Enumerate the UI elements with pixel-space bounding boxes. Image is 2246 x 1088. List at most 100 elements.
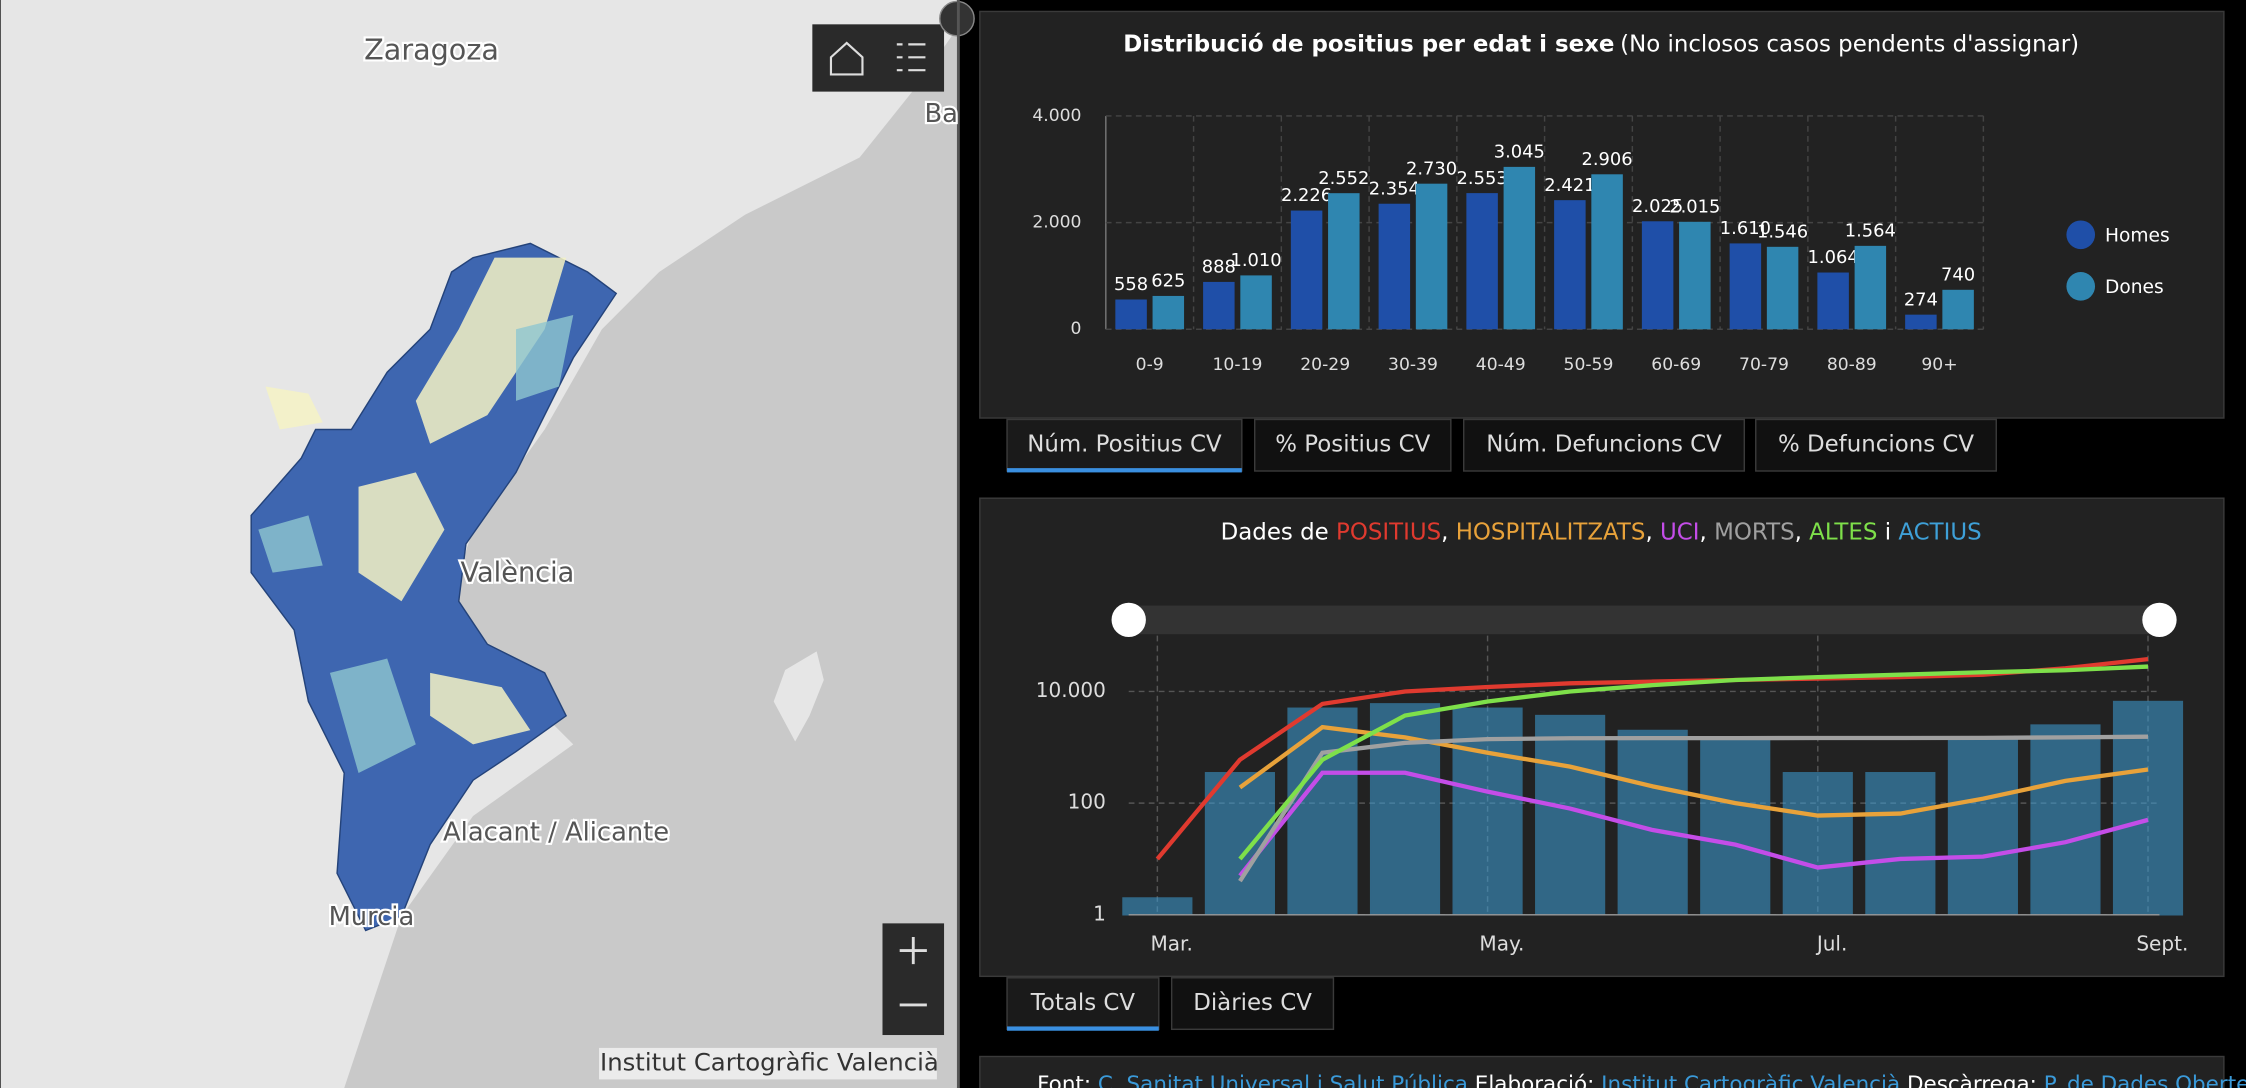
bar — [1641, 221, 1674, 330]
title-series: ALTES — [1809, 519, 1877, 545]
series-line — [1238, 770, 2149, 878]
data-label: 1.546 — [1757, 222, 1808, 243]
series-line — [1238, 734, 2149, 883]
bar — [1240, 275, 1272, 330]
footer-panel — [979, 1055, 2225, 1088]
slider-handle[interactable] — [2142, 602, 2177, 638]
tab[interactable] — [1170, 977, 1335, 1031]
bar — [1679, 221, 1711, 330]
map-label: Murcia — [329, 902, 415, 932]
zoom-in[interactable] — [899, 936, 927, 965]
y-tick-label: 4.000 — [1032, 106, 1081, 126]
data-label: 2.226 — [1281, 185, 1332, 206]
map-label: València — [461, 558, 575, 589]
title-series: MORTS — [1714, 519, 1795, 545]
footer-link[interactable]: P. de Dades Obertes — [2044, 1072, 2246, 1088]
title-part: , — [1700, 519, 1715, 545]
tab-label[interactable]: Diàries CV — [1193, 990, 1312, 1016]
footer-text: Elaboració: — [1468, 1072, 1601, 1088]
y-tick-label: 0 — [1071, 319, 1082, 339]
bar — [1729, 243, 1762, 330]
bar — [1466, 193, 1498, 330]
footer-text: Descàrrega: — [1900, 1072, 2044, 1088]
tab-active-indicator — [1007, 468, 1242, 473]
map-panel: Institut Cartogràfic Valencià — [0, 0, 975, 1088]
bar — [1415, 183, 1448, 330]
tab[interactable] — [1006, 418, 1243, 472]
data-label: 3.045 — [1494, 142, 1545, 163]
data-label: 558 — [1114, 274, 1148, 295]
data-label: 1.064 — [1808, 247, 1859, 268]
tab[interactable] — [1755, 418, 1997, 472]
bar — [1782, 772, 1853, 916]
title-part: , — [1645, 519, 1660, 545]
map-sea — [344, 28, 957, 1088]
slider-handle[interactable] — [1111, 602, 1146, 638]
data-label: 888 — [1202, 257, 1236, 278]
data-label: 2.906 — [1581, 149, 1632, 170]
footer-text: Font: — [1037, 1072, 1098, 1088]
bar — [1854, 245, 1887, 330]
tab-label[interactable]: Núm. Positius CV — [1027, 432, 1222, 458]
data-label: 2.354 — [1369, 178, 1420, 199]
x-tick-label: 70-79 — [1739, 355, 1789, 375]
tab-label[interactable]: Totals CV — [1030, 990, 1136, 1016]
tab[interactable] — [1253, 418, 1452, 472]
series-line — [1155, 656, 2149, 861]
home-button[interactable] — [829, 41, 864, 76]
data-label: 740 — [1941, 264, 1975, 285]
data-label: 2.553 — [1457, 168, 1508, 189]
x-tick-label: Sept. — [2136, 931, 2188, 955]
footer-link[interactable]: C. Sanitat Universal i Salut Pública — [1098, 1072, 1468, 1088]
y-tick-label: 1 — [1093, 901, 1106, 925]
x-tick-label: 40-49 — [1476, 355, 1526, 375]
tab-label[interactable]: % Defuncions CV — [1778, 432, 1974, 458]
legend-label: Homes — [2105, 226, 2170, 247]
x-tick-label: 30-39 — [1388, 355, 1438, 375]
series-line — [1238, 724, 2149, 818]
bar — [2112, 700, 2184, 916]
legend-label: Dones — [2105, 277, 2164, 298]
legend-swatch — [2066, 272, 2096, 301]
footer-link[interactable]: Institut Cartogràfic Valencià — [1601, 1072, 1900, 1088]
series-line — [1238, 664, 2149, 861]
map-label: Ba — [924, 99, 957, 129]
bar — [1700, 736, 1771, 916]
data-label: 1.564 — [1845, 221, 1896, 242]
title-series: HOSPITALITZATS — [1456, 519, 1646, 545]
map-region — [250, 242, 618, 932]
title-part: i — [1877, 519, 1898, 545]
x-tick-label: 90+ — [1921, 355, 1957, 375]
map-label: Zaragoza — [364, 33, 499, 67]
bar — [1503, 166, 1536, 330]
tab-active-indicator — [1007, 1026, 1159, 1031]
y-tick-label: 10.000 — [1036, 678, 1106, 702]
tab-label[interactable]: Núm. Defuncions CV — [1486, 432, 1722, 458]
title-series: POSITIUS — [1336, 519, 1441, 545]
title: Distribució de positius per edat i sexe — [1123, 31, 1614, 57]
map-label: Alacant / Alicante — [443, 818, 669, 848]
bar — [1290, 210, 1323, 330]
bar — [1152, 295, 1185, 330]
tab[interactable] — [1463, 418, 1746, 472]
bar — [1817, 272, 1849, 330]
data-label: 2.015 — [1669, 196, 1720, 217]
tab-label[interactable]: % Positius CV — [1275, 432, 1430, 458]
bar — [1203, 281, 1235, 330]
layer-list-button[interactable] — [896, 43, 926, 72]
chart-title: Distribució de positius per edat i sexe(… — [1123, 31, 2079, 57]
chart-title: Dades de POSITIUS, HOSPITALITZATS, UCI, … — [1221, 519, 1982, 545]
bar — [1122, 897, 1193, 916]
bar — [1947, 736, 2018, 916]
x-tick-label: 80-89 — [1827, 355, 1877, 375]
data-label: 1.610 — [1720, 218, 1771, 239]
bar — [1328, 193, 1360, 330]
tab[interactable] — [1006, 977, 1160, 1031]
x-tick-label: 20-29 — [1300, 355, 1350, 375]
y-tick-label: 100 — [1068, 790, 1106, 814]
x-tick-label: 50-59 — [1564, 355, 1614, 375]
footer: Font: C. Sanitat Universal i Salut Públi… — [1037, 1072, 2246, 1088]
data-label: 2.025 — [1632, 196, 1683, 217]
bar — [1115, 299, 1147, 330]
map-region-light — [265, 257, 567, 745]
